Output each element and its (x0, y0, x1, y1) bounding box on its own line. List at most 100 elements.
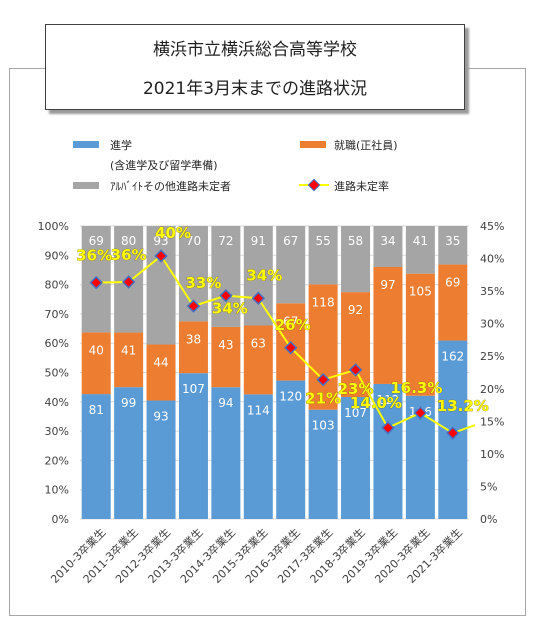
bar-segment-arubaito (373, 226, 403, 267)
category-label: 2021-3卒業生 (404, 525, 465, 586)
bar-label-shushoku: 118 (312, 295, 335, 309)
right-tick-label: 40% (480, 253, 504, 266)
rate-marker (348, 363, 363, 377)
bar-segment-shushoku (243, 325, 273, 395)
category-label: 2012-3卒業生 (112, 525, 173, 586)
rate-label: 34% (212, 300, 248, 318)
rate-labels: 36%36% 40% 33% 34% 34% 26% 21%23%14.0%16.3%13.… (76, 224, 489, 416)
bar-segment-arubaito (405, 226, 435, 274)
bar-label-shushoku: 41 (121, 344, 136, 358)
bar-label-shushoku: 97 (380, 278, 395, 292)
bar-segment-arubaito (211, 226, 241, 327)
rate-label: 34% (246, 266, 282, 284)
bar-label-shingaku: 94 (218, 396, 233, 410)
rate-marker (446, 426, 460, 440)
bar-segment-shingaku (211, 387, 241, 519)
bar-label-arubaito: 41 (413, 234, 428, 248)
bar-segment-arubaito (438, 226, 468, 265)
rate-marker (154, 249, 168, 263)
rate-label: 23% (338, 380, 374, 398)
bar-label-arubaito: 69 (89, 234, 104, 248)
right-tick-label: 25% (480, 350, 504, 363)
category-label: 2014-3卒業生 (177, 525, 238, 586)
left-tick-label: 20% (45, 454, 69, 467)
bar-segment-shingaku (114, 387, 144, 519)
bar-label-shingaku: 120 (279, 390, 302, 404)
bar-segment-shushoku (178, 321, 208, 374)
bar-segment-arubaito (243, 226, 273, 326)
rate-marker (413, 406, 428, 420)
bar-segment-shingaku (81, 394, 111, 519)
bar-segment-shushoku (373, 266, 403, 384)
category-label: 2011-3卒業生 (80, 525, 141, 586)
category-label: 2015-3卒業生 (210, 525, 271, 586)
bar-label-shingaku: 114 (247, 403, 270, 417)
bar-segment-shushoku (405, 273, 435, 396)
category-label: 2019-3卒業生 (339, 525, 400, 586)
bar-label-arubaito: 80 (121, 234, 136, 248)
bar-label-arubaito: 72 (218, 234, 233, 248)
category-label: 2010-3卒業生 (48, 525, 109, 586)
rate-label: 26% (275, 316, 311, 334)
right-tick-label: 0% (480, 513, 497, 526)
left-tick-label: 0% (52, 513, 69, 526)
left-tick-label: 60% (45, 337, 69, 350)
bar-label-shushoku: 67 (283, 314, 298, 328)
bar-label-shingaku: 99 (121, 396, 136, 410)
bar-label-arubaito: 67 (283, 234, 298, 248)
rate-marker (186, 299, 201, 313)
bar-segment-shingaku (373, 383, 403, 519)
bar-label-shushoku: 69 (445, 276, 460, 290)
left-axis-ticks: 0% 10% 20% 30% 40% 50% 60% 70% 80% 90% 100% (38, 220, 69, 526)
category-label: 2016-3卒業生 (242, 525, 303, 586)
bar-label-shushoku: 44 (153, 355, 168, 369)
left-tick-label: 90% (45, 249, 69, 262)
bar-label-arubaito: 34 (380, 234, 395, 248)
right-tick-label: 20% (480, 383, 504, 396)
category-label: 2020-3卒業生 (372, 525, 433, 586)
rate-label: 14.0% (350, 394, 402, 412)
chart-title-box: 横浜市立横浜総合高等学校 2021年3月末までの進路状況 (45, 24, 465, 110)
bar-label-shushoku: 38 (186, 332, 201, 346)
bar-label-shingaku: 112 (377, 393, 400, 407)
bar-label-shingaku: 103 (312, 419, 335, 433)
bar-label-shingaku: 93 (153, 410, 168, 424)
rate-label: 36% (111, 246, 147, 264)
rate-label: 21% (305, 390, 341, 408)
left-tick-label: 50% (45, 367, 69, 380)
bar-label-arubaito: 58 (348, 234, 363, 248)
right-tick-label: 45% (480, 220, 504, 233)
bar-label-shingaku: 107 (344, 406, 367, 420)
bar-segment-shushoku (114, 332, 144, 388)
left-tick-label: 10% (45, 484, 69, 497)
rate-marker (316, 372, 330, 387)
rate-label: 13.2% (437, 397, 489, 415)
right-tick-label: 30% (480, 318, 504, 331)
bar-label-arubaito: 91 (251, 234, 266, 248)
right-tick-label: 5% (480, 480, 497, 493)
rate-label: 40% (155, 224, 191, 242)
bar-segment-shingaku (178, 373, 208, 519)
bar-segment-shushoku (438, 264, 468, 341)
bar-segment-arubaito (146, 226, 176, 345)
left-tick-label: 80% (45, 279, 69, 292)
bar-label-arubaito: 70 (186, 234, 201, 248)
chart-title: 横浜市立横浜総合高等学校 (153, 40, 357, 60)
bar-label-shushoku: 92 (348, 303, 363, 317)
bar-label-shushoku: 43 (218, 338, 233, 352)
rate-label: 36% (76, 247, 112, 265)
bar-segment-shingaku (308, 409, 338, 519)
bar-label-shingaku: 107 (182, 382, 205, 396)
bar-segment-shingaku (341, 397, 371, 519)
left-tick-label: 70% (45, 308, 69, 321)
rate-marker (381, 421, 395, 435)
bar-segment-shushoku (341, 292, 371, 398)
rate-marker (219, 288, 233, 303)
rate-marker (283, 341, 298, 355)
rate-label: 16.3% (390, 379, 442, 397)
bar-label-shushoku: 105 (409, 285, 432, 299)
rate-marker (121, 275, 136, 289)
rate-marker (89, 275, 103, 290)
bar-label-arubaito: 35 (445, 234, 460, 248)
bar-segment-shingaku (276, 380, 306, 519)
